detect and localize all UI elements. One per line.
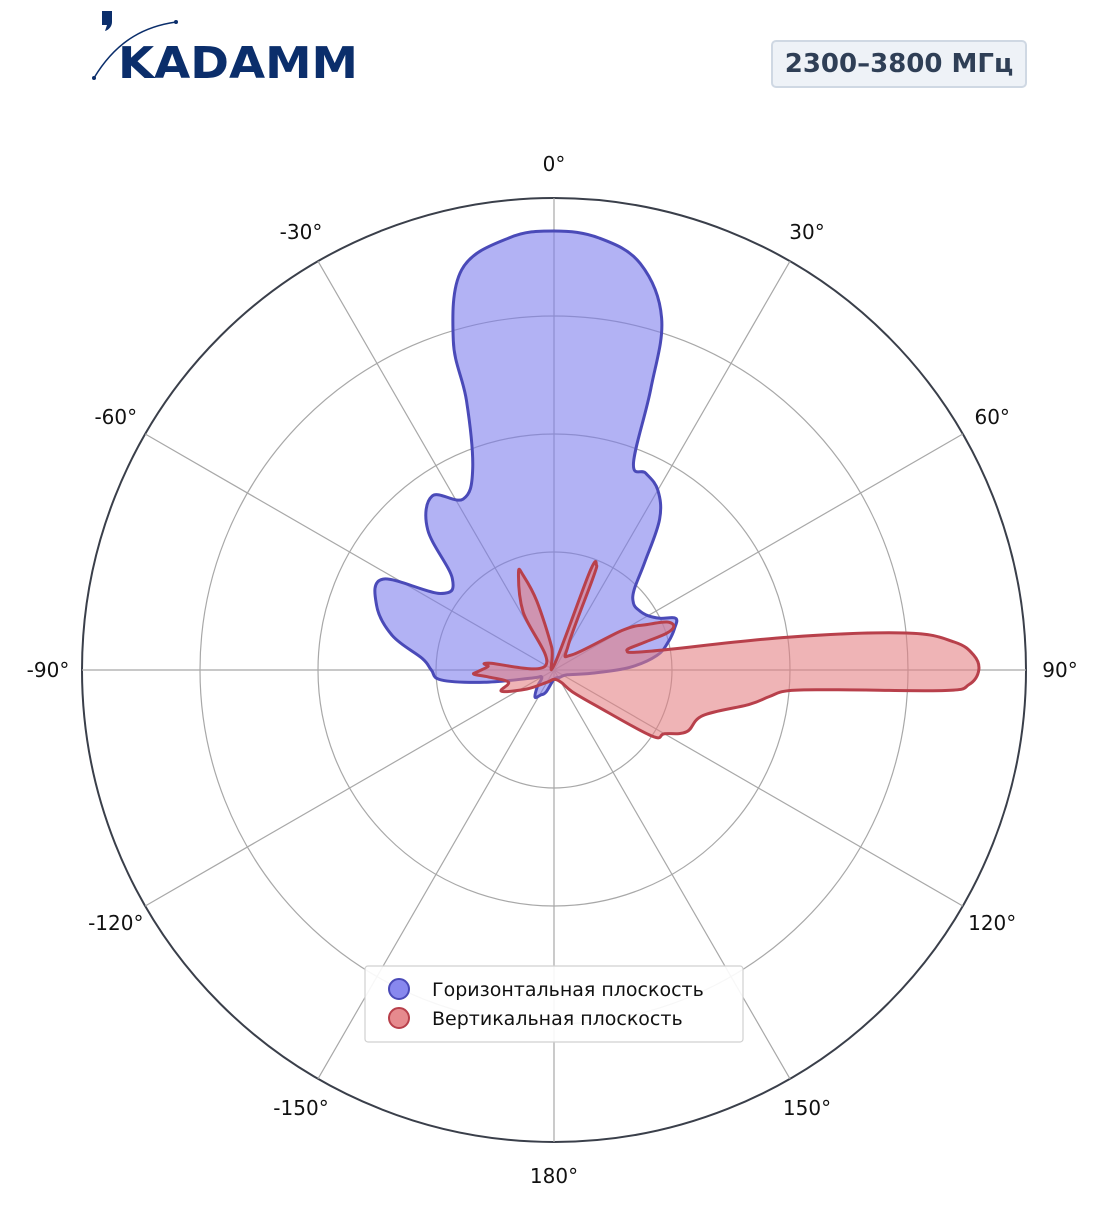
angle-tick-label: 180° <box>530 1164 578 1188</box>
series-horizontal-plane <box>373 229 679 700</box>
angle-tick-label: 60° <box>974 405 1009 429</box>
kadamm-logo-graphic: KADAMM <box>92 11 358 89</box>
grid-spoke <box>553 669 791 1080</box>
chart-legend: Горизонтальная плоскость Вертикальная пло… <box>364 965 744 1043</box>
legend-marker <box>388 978 410 1000</box>
angle-tick-label: 150° <box>783 1096 831 1120</box>
legend-marker <box>388 1007 410 1029</box>
legend-box <box>364 965 744 1043</box>
legend-label: Вертикальная плоскость <box>432 1008 683 1030</box>
angle-tick-label: 30° <box>789 220 824 244</box>
angle-tick-label: -120° <box>88 911 143 935</box>
angle-tick-label: -30° <box>280 220 323 244</box>
angle-tick-label: 90° <box>1042 658 1077 682</box>
grid-spoke <box>317 669 555 1080</box>
legend-label: Горизонтальная плоскость <box>432 979 704 1001</box>
series-vertical-plane <box>471 560 981 740</box>
logo-swoosh-icon <box>93 21 177 79</box>
frequency-badge: 2300–3800 МГц <box>771 40 1027 88</box>
angle-tick-label: -60° <box>94 405 137 429</box>
angle-tick-label: -90° <box>27 658 70 682</box>
angle-tick-label: 0° <box>543 152 566 176</box>
series-layer <box>373 229 981 740</box>
logo-dot-left-icon <box>92 76 96 80</box>
grid-spoke <box>144 669 555 907</box>
kadamm-logo: KADAMM <box>88 8 368 89</box>
logo-dot-right-icon <box>174 20 178 24</box>
angle-tick-labels: 0° 30° 60° 90° 120° 150° 180° -150° -120° -90° -60… <box>27 152 1078 1188</box>
logo-mark-icon <box>102 11 112 31</box>
angle-tick-label: 120° <box>968 911 1016 935</box>
angle-tick-label: -150° <box>273 1096 328 1120</box>
logo-wordmark: KADAMM <box>118 38 358 88</box>
